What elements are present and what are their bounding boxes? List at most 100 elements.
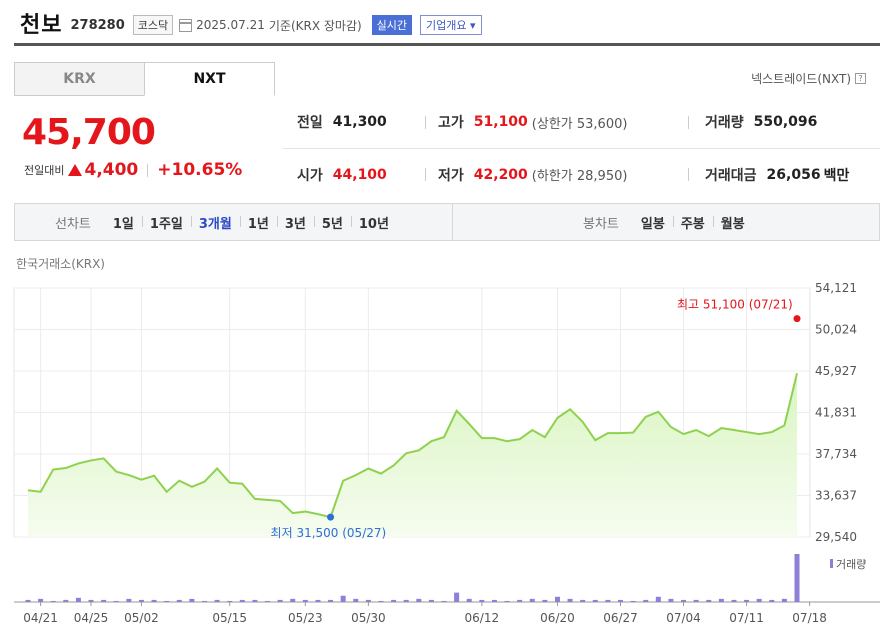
y-tick-label: 41,831 [815, 405, 857, 419]
low-label: 최저 31,500 (05/27) [271, 526, 387, 540]
volume-bar [126, 598, 132, 602]
stat-value: 550,096 [753, 114, 818, 130]
quote-date: 2025.07.21 [196, 18, 265, 32]
period-5y[interactable]: 5년 [313, 213, 351, 232]
stat-label: 전일 [297, 115, 323, 131]
volume-bar [227, 600, 233, 602]
tab-nxt[interactable]: NXT [144, 62, 275, 96]
candle-monthly[interactable]: 월봉 [712, 213, 753, 232]
x-tick-label: 06/27 [603, 611, 638, 625]
volume-bar [781, 598, 787, 602]
stat-value: 41,300 [332, 114, 387, 130]
stats-panel: 전일 41,300 고가 51,100 (상한가 53,600) 거래량 550… [283, 96, 880, 200]
low-marker [327, 513, 335, 521]
nxt-notice: 넥스트레이드(NXT) ? [751, 70, 866, 87]
x-tick-label: 07/04 [666, 611, 701, 625]
volume-bar [580, 599, 586, 602]
x-tick-label: 05/30 [351, 611, 386, 625]
volume-bar [567, 598, 573, 602]
volume-bar [38, 598, 44, 602]
volume-bar [630, 600, 636, 602]
price-chart[interactable]: 54,121 50,024 45,927 41,831 37,734 33,637 29,5… [0, 275, 880, 633]
volume-bar [340, 595, 346, 602]
volume-bar [416, 598, 422, 602]
volume-bar [176, 599, 182, 602]
stat-low: 저가 42,200 (하한가 28,950) [426, 165, 688, 185]
current-price: 45,700 [22, 112, 156, 153]
volume-bar [693, 599, 699, 602]
volume-bar [214, 599, 220, 602]
price-change: 전일대비 4,400 +10.65% [24, 160, 242, 180]
stock-name: 천보 [20, 13, 63, 38]
stat-label: 거래량 [705, 115, 744, 131]
stock-header: 천보 278280 코스닥 2025.07.21 기준(KRX 장마감) 실시간… [20, 6, 482, 40]
volume-bar [151, 599, 157, 602]
volume-bar [365, 599, 371, 602]
lower-limit: (하한가 28,950) [531, 169, 628, 184]
period-3y[interactable]: 3년 [276, 213, 314, 232]
volume-bar [706, 599, 712, 602]
x-tick-label: 06/12 [465, 611, 500, 625]
period-3m[interactable]: 3개월 [190, 213, 240, 232]
stat-high: 고가 51,100 (상한가 53,600) [426, 112, 688, 132]
stats-row: 시가 44,100 저가 42,200 (하한가 28,950) 거래대금 26… [283, 148, 880, 200]
y-tick-label: 45,927 [815, 364, 857, 378]
volume-bar [529, 598, 535, 602]
candle-daily[interactable]: 일봉 [640, 216, 665, 232]
stat-volume: 거래량 550,096 [689, 112, 817, 132]
stat-label: 저가 [438, 167, 464, 184]
volume-bar [794, 554, 800, 602]
volume-bar [466, 598, 472, 602]
x-tick-label: 05/23 [288, 611, 323, 625]
stat-label: 고가 [438, 115, 464, 131]
volume-bar [479, 599, 485, 602]
volume-bar [302, 599, 308, 602]
volume-bar [138, 599, 144, 602]
x-tick-label: 04/21 [23, 611, 58, 625]
x-tick-label: 07/18 [792, 611, 827, 625]
divider [425, 115, 426, 129]
volume-bar [731, 599, 737, 602]
change-percent: +10.65% [157, 160, 243, 180]
tab-krx[interactable]: KRX [14, 62, 144, 96]
volume-bar [239, 599, 245, 602]
volume-bar [101, 599, 107, 602]
period-10y[interactable]: 10년 [350, 213, 397, 232]
volume-bar [643, 599, 649, 602]
volume-bar [189, 598, 195, 602]
volume-bar [454, 592, 460, 602]
volume-bar [378, 600, 384, 602]
volume-bar [744, 599, 750, 602]
stat-prev-close: 전일 41,300 [283, 112, 425, 132]
period-1w[interactable]: 1주일 [141, 213, 191, 232]
quote-basis: 기준(KRX 장마감) [268, 18, 362, 33]
volume-bar [353, 598, 359, 602]
volume-bar [618, 599, 624, 602]
period-1y[interactable]: 1년 [239, 213, 277, 232]
y-tick-label: 37,734 [815, 447, 857, 461]
high-label: 최고 51,100 (07/21) [677, 298, 793, 312]
candle-weekly[interactable]: 주봉 [672, 213, 713, 232]
realtime-button[interactable]: 실시간 [371, 14, 413, 35]
x-tick-label: 06/20 [540, 611, 575, 625]
volume-bar [542, 599, 548, 602]
volume-bar [668, 598, 674, 602]
period-1d[interactable]: 1일 [112, 216, 134, 232]
volume-legend-swatch [830, 559, 833, 568]
candle-chart-title: 봉차트 [583, 216, 619, 232]
divider [688, 168, 689, 181]
volume-bar [718, 598, 724, 602]
help-icon[interactable]: ? [855, 73, 866, 84]
volume-bar [290, 598, 296, 602]
volume-bar [328, 599, 334, 602]
volume-bar [201, 600, 207, 602]
volume-bar [769, 599, 775, 602]
volume-bar [75, 597, 81, 602]
stat-value: 42,200 [473, 166, 528, 183]
volume-bar [517, 599, 523, 602]
stat-label: 거래대금 [705, 167, 757, 184]
stat-unit: 백만 [823, 167, 850, 184]
company-info-dropdown[interactable]: 기업개요 ▾ [420, 14, 482, 35]
stat-trade-value: 거래대금 26,056 백만 [689, 165, 849, 185]
divider [147, 163, 149, 177]
